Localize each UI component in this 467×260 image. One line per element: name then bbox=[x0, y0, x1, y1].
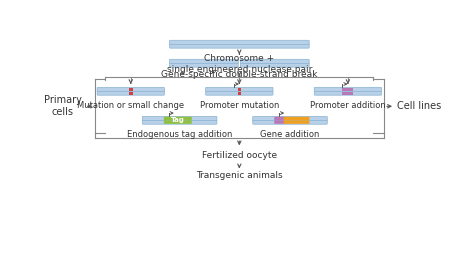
FancyBboxPatch shape bbox=[253, 120, 327, 124]
Text: Gene-specific double-strand break: Gene-specific double-strand break bbox=[161, 70, 318, 79]
Text: Promoter mutation: Promoter mutation bbox=[200, 101, 279, 110]
Text: Endogenous tag addition: Endogenous tag addition bbox=[127, 130, 232, 139]
Bar bbox=[129, 88, 133, 91]
FancyBboxPatch shape bbox=[170, 44, 309, 48]
FancyBboxPatch shape bbox=[164, 120, 192, 124]
Bar bbox=[238, 88, 241, 91]
FancyBboxPatch shape bbox=[97, 91, 164, 95]
Text: Gene addition: Gene addition bbox=[260, 130, 320, 139]
FancyBboxPatch shape bbox=[274, 120, 284, 124]
FancyBboxPatch shape bbox=[253, 116, 327, 121]
FancyBboxPatch shape bbox=[314, 91, 382, 95]
FancyBboxPatch shape bbox=[142, 116, 217, 121]
FancyBboxPatch shape bbox=[170, 40, 309, 44]
FancyBboxPatch shape bbox=[205, 91, 273, 95]
Text: Promoter addition: Promoter addition bbox=[310, 101, 386, 110]
Text: Transgenic animals: Transgenic animals bbox=[196, 171, 283, 180]
Bar bbox=[238, 92, 241, 95]
FancyBboxPatch shape bbox=[241, 63, 309, 67]
Text: Primary
cells: Primary cells bbox=[44, 95, 82, 117]
FancyBboxPatch shape bbox=[241, 59, 309, 63]
FancyBboxPatch shape bbox=[314, 87, 382, 92]
FancyBboxPatch shape bbox=[170, 59, 238, 63]
Text: Chromosome +
single engineered nuclease pair: Chromosome + single engineered nuclease … bbox=[167, 54, 312, 74]
FancyBboxPatch shape bbox=[164, 117, 192, 120]
FancyBboxPatch shape bbox=[142, 120, 217, 124]
FancyBboxPatch shape bbox=[274, 117, 284, 120]
Text: Mutation or small change: Mutation or small change bbox=[77, 101, 184, 110]
Text: Fertilized oocyte: Fertilized oocyte bbox=[202, 151, 277, 160]
FancyBboxPatch shape bbox=[170, 63, 238, 67]
Bar bbox=[342, 88, 354, 91]
FancyBboxPatch shape bbox=[283, 120, 309, 124]
Bar bbox=[342, 92, 354, 95]
FancyBboxPatch shape bbox=[97, 87, 164, 92]
FancyBboxPatch shape bbox=[205, 87, 273, 92]
Bar bbox=[129, 92, 133, 95]
Text: Cell lines: Cell lines bbox=[397, 101, 441, 111]
FancyBboxPatch shape bbox=[283, 117, 309, 120]
Text: Tag: Tag bbox=[171, 117, 185, 123]
